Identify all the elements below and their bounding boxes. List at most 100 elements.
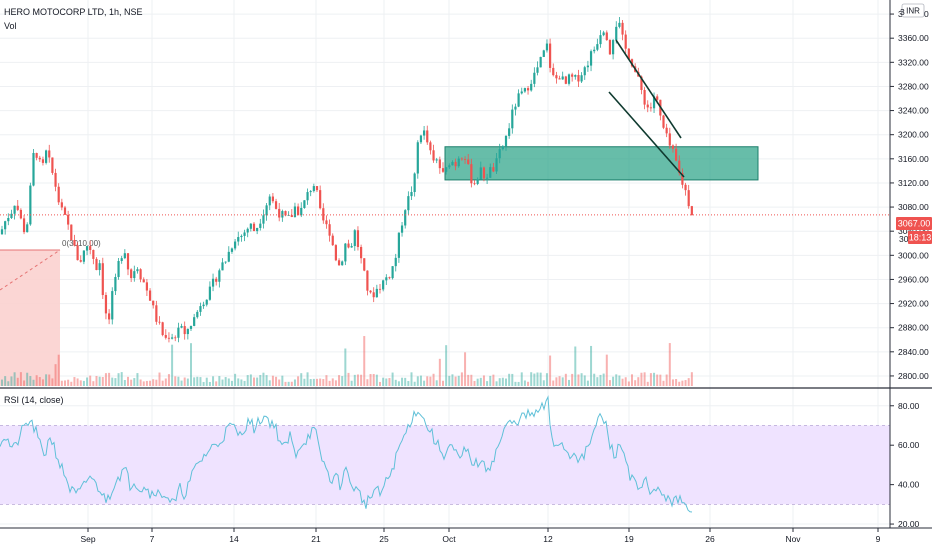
candle-body	[221, 262, 224, 271]
volume-bar	[612, 376, 615, 386]
volume-bar	[549, 355, 552, 386]
candle-body	[460, 158, 463, 160]
volume-bar	[331, 378, 334, 386]
candle-body	[82, 250, 85, 262]
volume-bar	[552, 380, 555, 386]
candle-body	[114, 277, 117, 292]
volume-bar	[671, 379, 674, 386]
candle-body	[148, 290, 152, 301]
candle-body	[498, 149, 501, 159]
candle-body	[589, 51, 593, 66]
volume-bar	[152, 379, 155, 386]
volume-bar	[448, 375, 451, 386]
volume-bar	[593, 373, 596, 386]
volume-bar	[183, 377, 186, 386]
candle-body	[177, 327, 180, 338]
candle-body	[640, 76, 643, 90]
price-tick-label: 3280.00	[898, 81, 929, 91]
candle-body	[139, 269, 142, 280]
volume-bar	[218, 376, 221, 386]
candle-body	[284, 211, 287, 216]
time-tick-label: 9	[876, 534, 881, 544]
last-price-tag[interactable]	[896, 217, 932, 230]
volume-bar	[608, 380, 611, 386]
candle-body	[545, 43, 549, 51]
price-tick-label: 2800.00	[898, 371, 929, 381]
volume-bar	[514, 381, 517, 386]
candle-body	[463, 159, 467, 160]
candle-body	[211, 278, 215, 287]
candle-body	[656, 96, 659, 100]
candle-body	[539, 56, 542, 68]
volume-bar	[523, 380, 526, 386]
price-tick-label: 2960.00	[898, 274, 929, 284]
volume-bar	[306, 372, 309, 386]
candle-body	[57, 186, 60, 203]
volume-bar	[167, 374, 170, 386]
volume-bar	[341, 376, 344, 386]
candle-body	[215, 278, 218, 282]
rsi-axis[interactable]: 20.00 40.00 60.00 80.00	[890, 401, 920, 529]
volume-bar	[394, 379, 397, 386]
volume-bar	[501, 377, 504, 386]
currency-badge[interactable]	[901, 3, 925, 18]
volume-bar	[366, 379, 369, 386]
wedge-upper-line[interactable]	[615, 39, 682, 139]
candle-body	[108, 313, 111, 320]
candle-body	[577, 75, 580, 82]
candle-body	[523, 88, 526, 92]
volume-bar	[133, 378, 136, 386]
candle-body	[526, 88, 530, 91]
time-tick-label: 21	[311, 534, 321, 544]
candle-body	[155, 305, 158, 322]
volume-bar	[454, 376, 457, 386]
candle-body	[123, 253, 126, 259]
symbol-title[interactable]: HERO MOTOCORP LTD, 1h, NSE	[4, 7, 143, 17]
volume-bar	[467, 374, 470, 386]
candle-body	[174, 337, 177, 339]
candle-body	[410, 192, 413, 197]
candle-body	[224, 261, 227, 263]
volume-label[interactable]: Vol	[4, 21, 17, 31]
time-axis[interactable]: Sep 7 14 21 25 Oct 12 19 26 Nov 9	[80, 528, 881, 544]
rsi-tick-label: 60.00	[898, 440, 920, 450]
volume-bar	[215, 381, 218, 386]
candle-body	[136, 269, 139, 272]
candle-body	[51, 157, 54, 173]
volume-bar	[624, 377, 627, 386]
wedge-lower-line[interactable]	[608, 91, 685, 178]
volume-bar	[35, 375, 38, 386]
volume-bar	[618, 375, 621, 386]
demand-zone[interactable]	[444, 146, 759, 181]
candle-body	[334, 245, 337, 261]
candle-body	[0, 229, 4, 235]
candle-body	[388, 277, 391, 279]
volume-bar	[227, 378, 230, 386]
candle-body	[111, 291, 114, 320]
volume-bar	[571, 373, 574, 386]
volume-bar	[435, 380, 438, 386]
volume-bar	[199, 377, 202, 386]
volume-bar	[10, 376, 13, 386]
volume-bar	[259, 374, 262, 386]
candle-body	[495, 158, 498, 172]
volume-bar	[328, 380, 331, 386]
candle-body	[473, 183, 476, 185]
candle-body	[530, 83, 533, 91]
volume-bar	[300, 373, 303, 386]
countdown-tag[interactable]	[908, 231, 932, 244]
candle-body	[517, 93, 520, 107]
candle-body	[555, 75, 558, 79]
volume-bar	[542, 380, 545, 386]
rsi-label[interactable]: RSI (14, close)	[4, 395, 64, 405]
candle-body	[300, 207, 303, 216]
candle-body	[397, 232, 400, 258]
volume-bar	[161, 380, 164, 386]
volume-bar	[360, 374, 363, 386]
candle-body	[98, 263, 101, 271]
volume-bar	[558, 376, 561, 386]
volume-bar	[627, 381, 630, 386]
time-tick-label: 19	[624, 534, 634, 544]
volume-bar	[508, 373, 511, 386]
volume-bar	[407, 381, 410, 386]
